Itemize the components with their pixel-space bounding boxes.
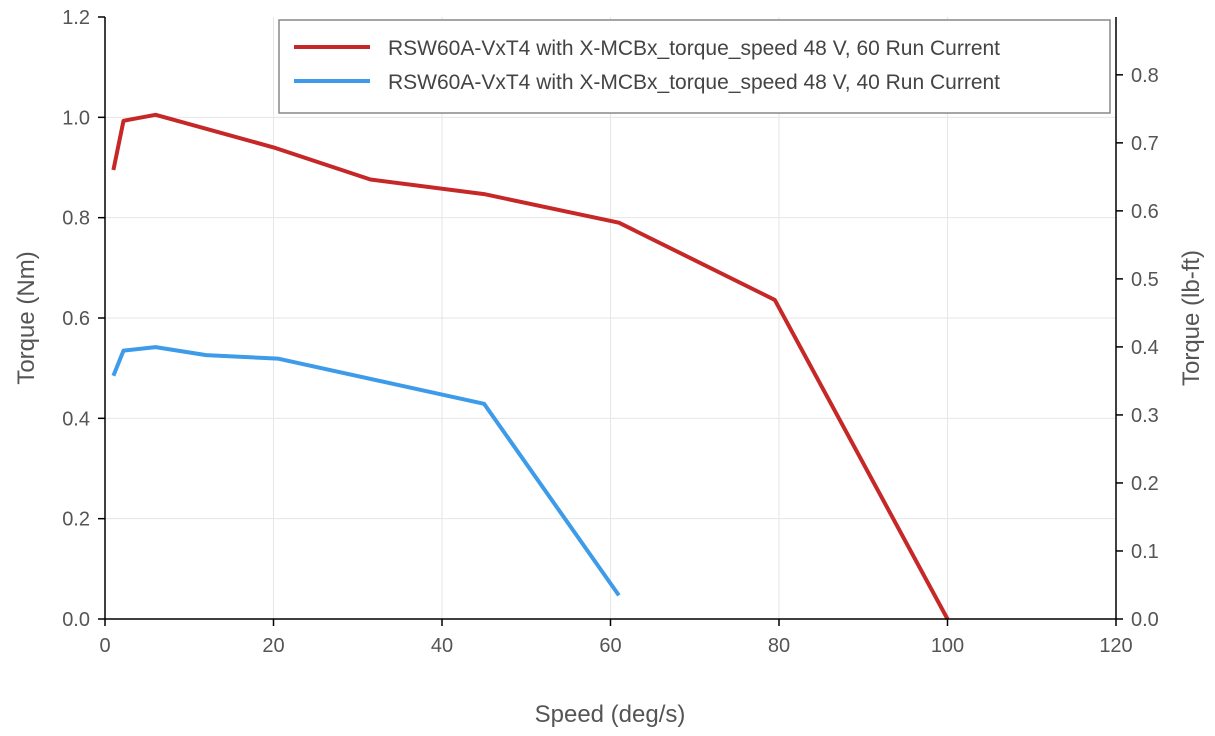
y2-axis-title: Torque (lb-ft) bbox=[1178, 250, 1205, 386]
x-tick-label: 120 bbox=[1099, 635, 1132, 657]
y-tick-label: 0.0 bbox=[62, 609, 90, 631]
x-tick-label: 80 bbox=[768, 635, 790, 657]
series-layer bbox=[111, 112, 950, 620]
legend-box bbox=[278, 19, 1111, 114]
y2-tick-label: 0.7 bbox=[1131, 133, 1159, 155]
y2-tick-label: 0.5 bbox=[1131, 269, 1159, 291]
series-line-0 bbox=[111, 112, 950, 620]
series-line-1 bbox=[111, 345, 621, 597]
y-tick-label: 0.4 bbox=[62, 408, 90, 430]
y-tick-label: 0.8 bbox=[62, 208, 90, 230]
tick-labels: 0 20 40 60 80 100 120 0.0 0.2 0.4 0.6 0.8 1.0 1.2 0.0 0… bbox=[62, 7, 1159, 657]
grid bbox=[105, 17, 1116, 619]
y2-tick-label: 0.4 bbox=[1131, 337, 1159, 359]
x-tick-label: 20 bbox=[262, 635, 284, 657]
x-tick-label: 100 bbox=[931, 635, 964, 657]
y-tick-label: 0.6 bbox=[62, 308, 90, 330]
y-tick-label: 1.0 bbox=[62, 107, 90, 129]
y-axis-title: Torque (Nm) bbox=[13, 251, 40, 384]
y-tick-label: 0.2 bbox=[62, 509, 90, 531]
legend-label-series-60: RSW60A-VxT4 with X-MCBx_torque_speed 48 … bbox=[388, 37, 1000, 60]
y2-tick-label: 0.8 bbox=[1131, 65, 1159, 87]
y2-tick-label: 0.0 bbox=[1131, 609, 1159, 631]
y-tick-label: 1.2 bbox=[62, 7, 90, 29]
legend-label-series-40: RSW60A-VxT4 with X-MCBx_torque_speed 48 … bbox=[388, 71, 1000, 94]
y2-tick-label: 0.2 bbox=[1131, 473, 1159, 495]
x-tick-label: 40 bbox=[431, 635, 453, 657]
x-tick-label: 0 bbox=[99, 635, 110, 657]
x-axis-title: Speed (deg/s) bbox=[535, 701, 686, 728]
y2-tick-label: 0.3 bbox=[1131, 405, 1159, 427]
x-tick-label: 60 bbox=[599, 635, 621, 657]
legend: RSW60A-VxT4 with X-MCBx_torque_speed 48 … bbox=[278, 19, 1111, 114]
axes bbox=[98, 16, 1123, 626]
y2-tick-label: 0.1 bbox=[1131, 541, 1159, 563]
y2-tick-label: 0.6 bbox=[1131, 201, 1159, 223]
